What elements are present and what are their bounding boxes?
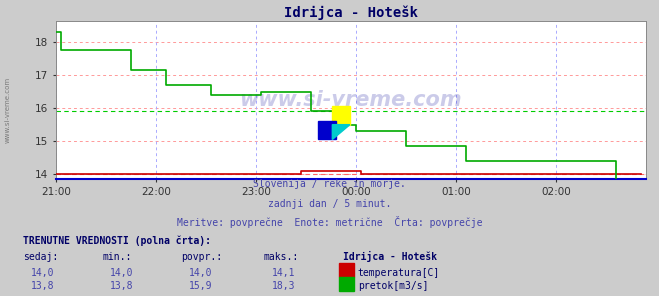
Bar — [318, 121, 335, 139]
Text: 14,1: 14,1 — [272, 268, 295, 278]
Text: www.si-vreme.com: www.si-vreme.com — [5, 76, 11, 143]
Text: 14,0: 14,0 — [31, 268, 55, 278]
Text: temperatura[C]: temperatura[C] — [358, 268, 440, 278]
Text: 18,3: 18,3 — [272, 281, 295, 292]
Text: sedaj:: sedaj: — [23, 252, 58, 263]
Polygon shape — [332, 125, 350, 139]
Text: www.si-vreme.com: www.si-vreme.com — [240, 90, 462, 110]
Text: maks.:: maks.: — [264, 252, 299, 263]
Text: 13,8: 13,8 — [31, 281, 55, 292]
Text: pretok[m3/s]: pretok[m3/s] — [358, 281, 428, 292]
Text: Slovenija / reke in morje.: Slovenija / reke in morje. — [253, 179, 406, 189]
Text: min.:: min.: — [102, 252, 132, 263]
Text: TRENUTNE VREDNOSTI (polna črta):: TRENUTNE VREDNOSTI (polna črta): — [23, 236, 211, 246]
Text: 13,8: 13,8 — [110, 281, 134, 292]
Text: povpr.:: povpr.: — [181, 252, 222, 263]
Text: 14,0: 14,0 — [110, 268, 134, 278]
Title: Idrijca - Hotešk: Idrijca - Hotešk — [284, 5, 418, 20]
Text: 14,0: 14,0 — [189, 268, 213, 278]
Text: 15,9: 15,9 — [189, 281, 213, 292]
Text: Meritve: povprečne  Enote: metrične  Črta: povprečje: Meritve: povprečne Enote: metrične Črta:… — [177, 215, 482, 228]
Bar — [332, 107, 350, 125]
Text: Idrijca - Hotešk: Idrijca - Hotešk — [343, 251, 437, 263]
Text: zadnji dan / 5 minut.: zadnji dan / 5 minut. — [268, 199, 391, 209]
